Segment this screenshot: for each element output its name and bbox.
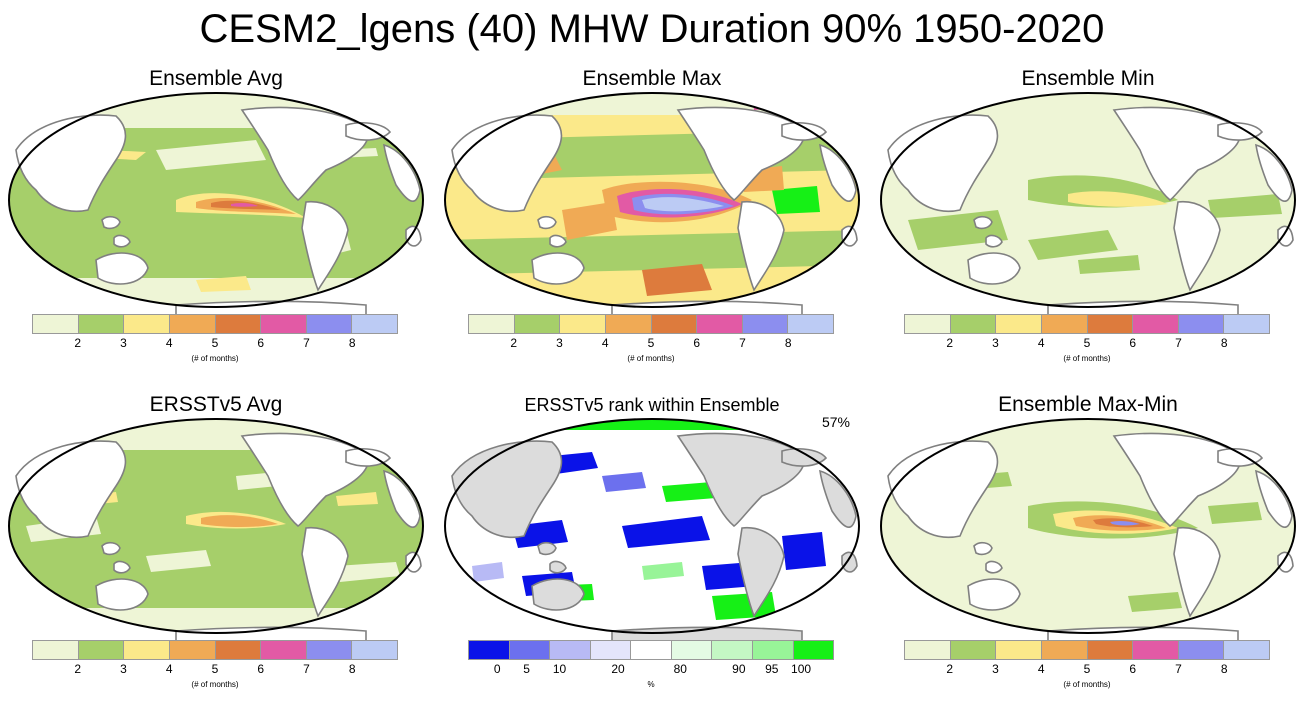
colorbar-ticks: 2 3 4 5 6 7 8: [468, 336, 834, 352]
tick-label: 7: [303, 662, 310, 676]
tick-label: 7: [1175, 662, 1182, 676]
tick-label: 4: [165, 662, 173, 676]
figure-title: CESM2_lgens (40) MHW Duration 90% 1950-2…: [199, 7, 1105, 51]
map-ensemble-avg: [8, 92, 424, 316]
tick-label: 0: [493, 662, 501, 676]
tick-label: 2: [946, 336, 954, 350]
tick-label: 3: [120, 336, 127, 350]
tick-label: 4: [1037, 336, 1045, 350]
tick-label: 2: [946, 662, 954, 676]
map-ersstv5-avg: [8, 418, 424, 642]
colorbar: [904, 640, 1270, 660]
tick-label: 8: [784, 336, 792, 350]
panel-ensemble-max-min: Ensemble Max-Min: [876, 392, 1300, 722]
panel-ensemble-max: Ensemble Max: [440, 66, 864, 396]
tick-label: 8: [348, 336, 356, 350]
tick-label: 80: [673, 662, 687, 676]
rank-percent-badge: 57%: [821, 414, 850, 430]
tick-label: 5: [211, 336, 219, 350]
tick-label: 100: [791, 662, 812, 676]
colorbar-ticks: 2 3 4 5 6 7 8: [904, 336, 1270, 352]
tick-label: 8: [1220, 336, 1228, 350]
colorbar-unit: (# of months): [1063, 680, 1111, 689]
tick-label: 3: [992, 662, 999, 676]
tick-label: 5: [1083, 662, 1091, 676]
map-ensemble-max-min: [880, 418, 1296, 642]
panel-title: Ensemble Max-Min: [998, 393, 1178, 416]
tick-label: 5: [1083, 336, 1091, 350]
tick-label: 4: [601, 336, 609, 350]
tick-label: 3: [556, 336, 563, 350]
tick-label: 5: [211, 662, 219, 676]
tick-label: 10: [552, 662, 567, 676]
land-masses: [887, 106, 1294, 316]
tick-label: 90: [732, 662, 746, 676]
colorbar: [32, 640, 398, 660]
colorbar: [468, 314, 834, 334]
panel-ensemble-min: Ensemble Min: [876, 66, 1300, 396]
panel-ersstv5-avg: ERSSTv5 Avg: [4, 392, 428, 722]
colorbar-ticks: 2 3 4 5 6 7 8: [32, 662, 398, 678]
map-ersstv5-rank: [444, 418, 860, 642]
tick-label: 2: [74, 662, 82, 676]
tick-label: 8: [1220, 662, 1228, 676]
tick-label: 4: [165, 336, 173, 350]
colorbar-unit: (# of months): [191, 680, 239, 689]
tick-label: 5: [647, 336, 655, 350]
colorbar-ticks: 2 3 4 5 6 7 8: [904, 662, 1270, 678]
tick-label: 6: [1129, 662, 1137, 676]
tick-label: 3: [992, 336, 999, 350]
tick-label: 95: [765, 662, 779, 676]
tick-label: 2: [74, 336, 82, 350]
tick-label: 7: [739, 336, 746, 350]
tick-label: 6: [257, 662, 265, 676]
colorbar-unit: (# of months): [1063, 354, 1111, 363]
tick-label: 7: [303, 336, 310, 350]
panel-ensemble-avg: Ensemble Avg: [4, 66, 428, 396]
land-masses: [15, 106, 422, 316]
tick-label: 20: [611, 662, 625, 676]
land-masses: [451, 106, 858, 316]
colorbar-unit: %: [647, 680, 655, 689]
map-ensemble-max: [444, 92, 860, 316]
tick-label: 7: [1175, 336, 1182, 350]
tick-label: 8: [348, 662, 356, 676]
colorbar-ticks: 0 5 10 20 80 90 95 100: [468, 662, 834, 678]
tick-label: 6: [1129, 336, 1137, 350]
panel-title: ERSSTv5 Avg: [149, 393, 283, 416]
colorbar-unit: (# of months): [191, 354, 239, 363]
tick-label: 6: [257, 336, 265, 350]
colorbar: [904, 314, 1270, 334]
land-masses: [451, 432, 858, 642]
colorbar-unit: (# of months): [627, 354, 675, 363]
tick-label: 5: [523, 662, 530, 676]
panel-title: Ensemble Max: [582, 67, 722, 90]
panel-title: ERSSTv5 rank within Ensemble: [524, 395, 780, 415]
colorbar: [468, 640, 834, 660]
colorbar: [32, 314, 398, 334]
panel-title: Ensemble Avg: [149, 67, 283, 90]
map-ensemble-min: [880, 92, 1296, 316]
colorbar-ticks: 2 3 4 5 6 7 8: [32, 336, 398, 352]
panel-ersstv5-rank: ERSSTv5 rank within Ensemble 57%: [440, 392, 864, 722]
tick-label: 4: [1037, 662, 1045, 676]
tick-label: 3: [120, 662, 127, 676]
land-masses: [15, 432, 422, 642]
land-masses: [887, 432, 1294, 642]
panel-title: Ensemble Min: [1021, 67, 1155, 90]
tick-label: 6: [693, 336, 701, 350]
tick-label: 2: [510, 336, 518, 350]
